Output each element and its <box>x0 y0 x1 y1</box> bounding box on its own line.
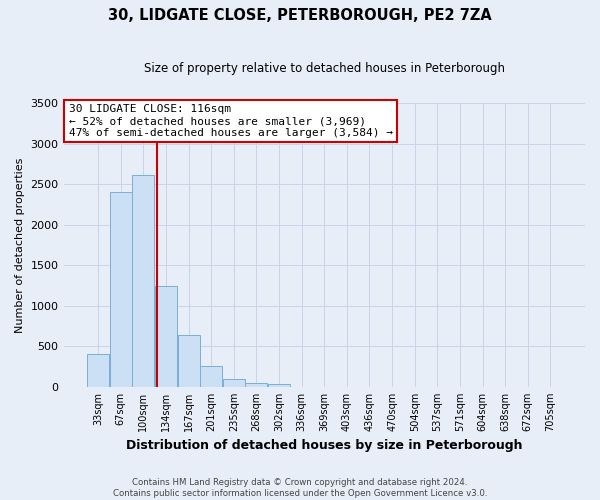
Text: 30 LIDGATE CLOSE: 116sqm
← 52% of detached houses are smaller (3,969)
47% of sem: 30 LIDGATE CLOSE: 116sqm ← 52% of detach… <box>69 104 393 138</box>
Title: Size of property relative to detached houses in Peterborough: Size of property relative to detached ho… <box>144 62 505 76</box>
Bar <box>268 384 290 387</box>
Bar <box>200 366 222 387</box>
X-axis label: Distribution of detached houses by size in Peterborough: Distribution of detached houses by size … <box>126 440 523 452</box>
Bar <box>245 383 268 387</box>
Text: 30, LIDGATE CLOSE, PETERBOROUGH, PE2 7ZA: 30, LIDGATE CLOSE, PETERBOROUGH, PE2 7ZA <box>108 8 492 22</box>
Y-axis label: Number of detached properties: Number of detached properties <box>15 158 25 332</box>
Bar <box>223 379 245 387</box>
Bar <box>110 192 132 387</box>
Text: Contains HM Land Registry data © Crown copyright and database right 2024.
Contai: Contains HM Land Registry data © Crown c… <box>113 478 487 498</box>
Bar <box>178 335 200 387</box>
Bar <box>155 286 177 387</box>
Bar <box>133 175 154 387</box>
Bar <box>87 354 109 387</box>
